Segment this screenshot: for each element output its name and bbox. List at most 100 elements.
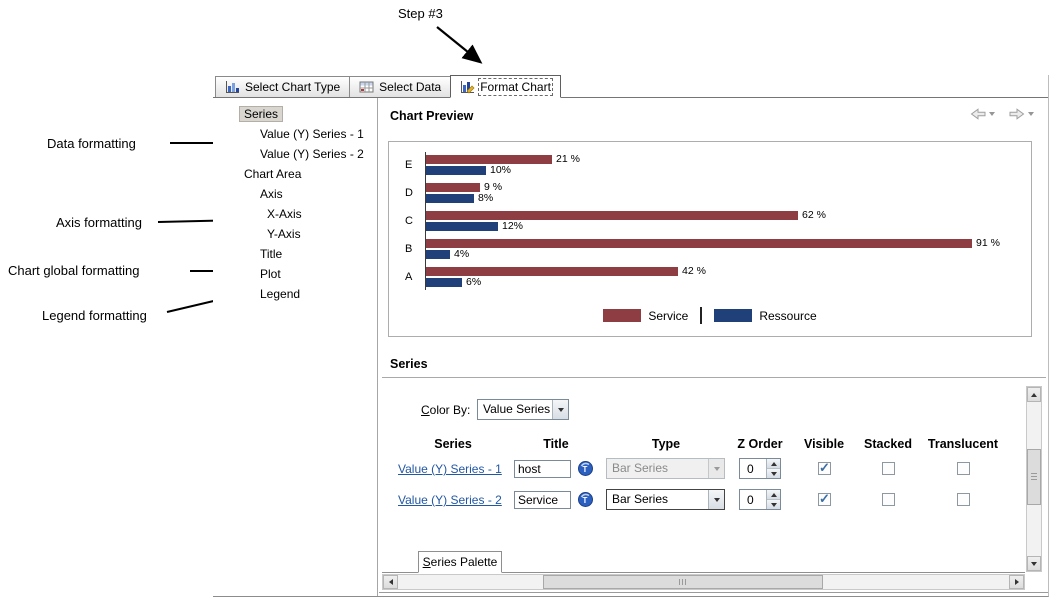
stacked-checkbox-1[interactable] [882, 462, 895, 475]
series-row-2: Value (Y) Series - 2 T Bar Series 0 [379, 489, 1048, 511]
horizontal-scroll-thumb[interactable] [543, 575, 823, 589]
format-builder-button-1[interactable]: T [577, 460, 594, 477]
section-divider [382, 377, 1046, 378]
legend-swatch-service [603, 309, 642, 322]
forward-button[interactable] [1009, 108, 1025, 120]
bar-value-label: 62 % [802, 209, 826, 221]
col-header-series: Series [434, 437, 472, 451]
service-bar [426, 211, 798, 220]
col-header-translucent: Translucent [927, 437, 999, 451]
chart-preview-title: Chart Preview [390, 109, 474, 123]
chart-legend: Service Ressource [389, 307, 1031, 324]
series-palette-tab[interactable]: Series Palette [418, 551, 502, 573]
tab-select-data[interactable]: Select Data [349, 76, 452, 97]
translucent-checkbox-1[interactable] [957, 462, 970, 475]
ressource-bar [426, 166, 486, 175]
data-formatting-annotation: Data formatting [47, 136, 136, 151]
stacked-checkbox-2[interactable] [882, 493, 895, 506]
title-input-2[interactable] [514, 491, 571, 509]
format-chart-icon [460, 80, 475, 94]
bar-value-label: 12% [502, 220, 524, 232]
category-row: D 9 % 8% [389, 181, 1027, 204]
tree-item-plot[interactable]: Plot [260, 267, 281, 281]
legend-label-service: Service [648, 308, 689, 323]
legend-separator [700, 307, 703, 324]
legend-formatting-annotation: Legend formatting [42, 308, 147, 323]
category-label: C [405, 215, 413, 227]
service-bar [426, 267, 678, 276]
service-bar [426, 239, 972, 248]
chart-preview: E 21 % 10% D 9 % 8% C 62 % 12% [388, 141, 1032, 337]
category-label: A [405, 271, 413, 283]
category-row: C 62 % 12% [389, 209, 1027, 232]
category-row: B 91 % 4% [389, 238, 1027, 260]
type-combo-2[interactable]: Bar Series [606, 489, 725, 510]
title-input-1[interactable] [514, 460, 571, 478]
tree-item-value-y-series-1[interactable]: Value (Y) Series - 1 [260, 127, 364, 141]
service-bar [426, 155, 552, 164]
spin-up-button[interactable] [767, 459, 780, 469]
tree-item-x-axis[interactable]: X-Axis [267, 207, 302, 221]
service-bar [426, 183, 480, 192]
tab-format-chart[interactable]: Format Chart [450, 75, 561, 98]
series-section-content: Color By: Value Series Series Title Type… [379, 378, 1048, 596]
spin-down-button[interactable] [767, 500, 780, 509]
combo-arrow-button[interactable] [708, 490, 724, 509]
bar-value-label: 8% [478, 192, 494, 204]
z-order-spinner-1[interactable]: 0 [739, 458, 781, 479]
scroll-down-button[interactable] [1027, 556, 1041, 571]
vertical-scrollbar[interactable] [1026, 386, 1042, 572]
ressource-bar [426, 250, 450, 259]
ressource-bar [426, 278, 462, 287]
step-arrow [436, 26, 483, 64]
category-label: D [405, 187, 413, 199]
back-dropdown-icon[interactable] [989, 112, 995, 116]
bar-value-label: 21 % [556, 153, 580, 165]
scroll-left-button[interactable] [383, 575, 398, 589]
tree-item-axis[interactable]: Axis [260, 187, 283, 201]
legend-label-ressource: Ressource [759, 308, 817, 323]
bar-value-label: 4% [454, 248, 470, 260]
series-section-title: Series [390, 357, 428, 371]
format-builder-button-2[interactable]: T [577, 491, 594, 508]
scroll-up-button[interactable] [1027, 387, 1041, 402]
tab-folder-line [382, 572, 1025, 573]
visible-checkbox-1[interactable] [818, 460, 831, 476]
series-row-1: Value (Y) Series - 1 T Bar Series 0 [379, 458, 1048, 480]
spin-down-button[interactable] [767, 469, 780, 478]
series-link-2[interactable]: Value (Y) Series - 2 [398, 493, 502, 507]
tree-item-series[interactable]: Series [213, 105, 377, 125]
type-combo-1: Bar Series [606, 458, 725, 479]
tab-select-chart-type[interactable]: Select Chart Type [215, 76, 351, 97]
spin-up-button[interactable] [767, 490, 780, 500]
horizontal-scrollbar[interactable] [382, 574, 1025, 590]
vertical-scroll-thumb[interactable] [1027, 449, 1041, 505]
visible-checkbox-2[interactable] [818, 491, 831, 507]
category-row: A 42 % 6% [389, 265, 1027, 288]
translucent-checkbox-2[interactable] [957, 493, 970, 506]
forward-dropdown-icon[interactable] [1028, 112, 1034, 116]
category-label: B [405, 243, 413, 255]
tree-item-value-y-series-2[interactable]: Value (Y) Series - 2 [260, 147, 364, 161]
tree-item-title[interactable]: Title [260, 247, 283, 261]
z-order-spinner-2[interactable]: 0 [739, 489, 781, 510]
tree-item-y-axis[interactable]: Y-Axis [267, 227, 301, 241]
chart-wizard-dialog: Select Chart Type Select Data Format Cha… [213, 75, 1049, 597]
col-header-title: Title [543, 437, 569, 451]
bar-value-label: 42 % [682, 265, 706, 277]
chart-global-formatting-annotation: Chart global formatting [8, 263, 140, 278]
color-by-label: Color By: [421, 403, 471, 417]
chart-type-icon [225, 80, 240, 94]
data-table-icon [359, 80, 374, 94]
tree-item-chart-area[interactable]: Chart Area [244, 167, 302, 181]
color-by-combo[interactable]: Value Series [477, 399, 569, 420]
scroll-right-button[interactable] [1009, 575, 1024, 589]
series-link-1[interactable]: Value (Y) Series - 1 [398, 462, 502, 476]
back-button[interactable] [970, 108, 986, 120]
combo-arrow-button[interactable] [552, 400, 568, 419]
col-header-visible: Visible [803, 437, 845, 451]
category-label: E [405, 159, 413, 171]
tree-item-legend[interactable]: Legend [260, 287, 301, 301]
category-row: E 21 % 10% [389, 153, 1027, 176]
bar-value-label: 9 % [484, 181, 503, 193]
